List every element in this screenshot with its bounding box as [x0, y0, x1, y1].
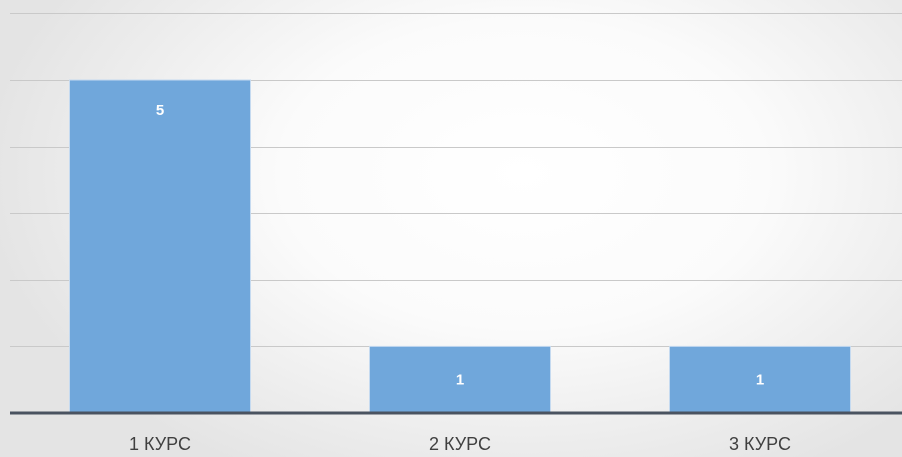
bar-1	[69, 79, 251, 414]
bars	[69, 79, 851, 414]
data-label-3: 1	[756, 372, 764, 389]
bar-3	[669, 345, 851, 414]
x-tick-label-1: 1 КУРС	[129, 434, 191, 454]
data-label-2: 1	[456, 372, 464, 389]
data-labels: 5 1 1	[156, 102, 764, 389]
x-tick-label-3: 3 КУРС	[729, 434, 791, 454]
data-label-1: 5	[156, 102, 164, 119]
x-tick-label-2: 2 КУРС	[429, 434, 491, 454]
category-labels: 1 КУРС 2 КУРС 3 КУРС	[129, 434, 791, 454]
